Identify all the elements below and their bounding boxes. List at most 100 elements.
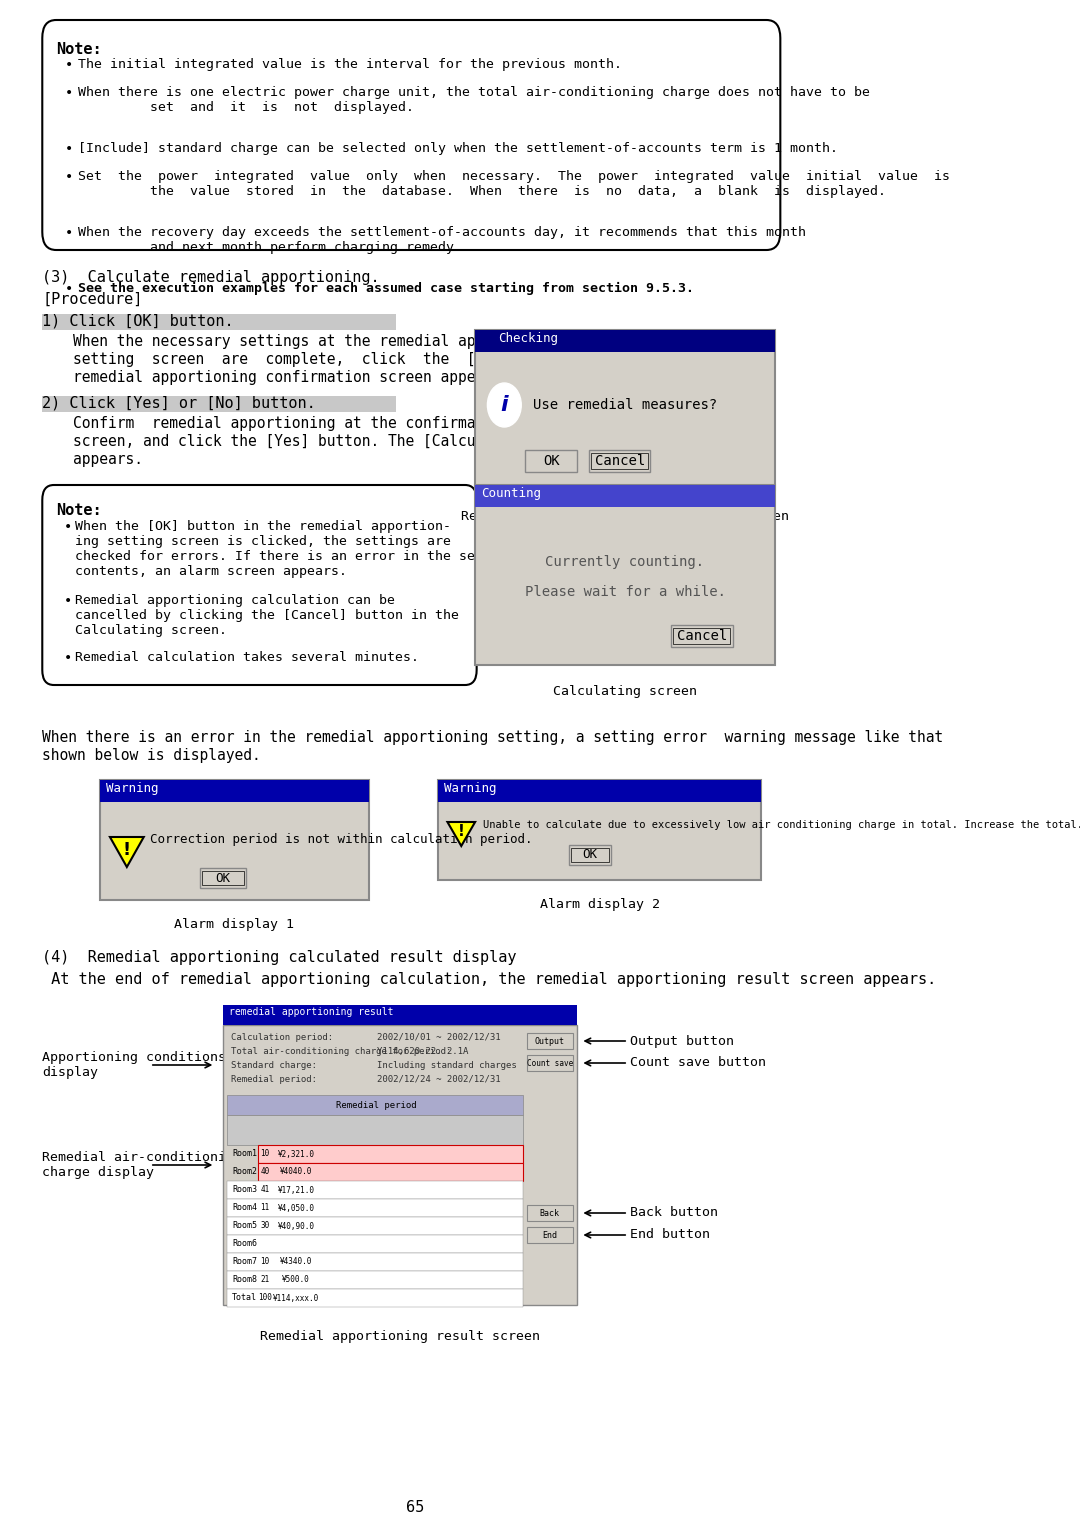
Text: Alarm display 2: Alarm display 2: [540, 898, 660, 910]
Bar: [525, 450, 578, 473]
Text: Remedial air-conditioning
charge display: Remedial air-conditioning charge display: [42, 1151, 242, 1179]
Text: 10: 10: [260, 1150, 270, 1159]
Text: OK: OK: [215, 871, 230, 884]
Text: Set  the  power  integrated  value  only  when  necessary.  The  power  integrat: Set the power integrated value only when…: [78, 169, 949, 198]
FancyBboxPatch shape: [42, 485, 476, 685]
Text: Warning: Warning: [106, 782, 159, 795]
Text: Unable to calculate due to excessively low air conditioning charge in total. Inc: Unable to calculate due to excessively l…: [483, 820, 1080, 830]
Text: Count save: Count save: [527, 1058, 572, 1068]
Bar: [100, 779, 369, 900]
Text: OK: OK: [543, 454, 559, 468]
Text: appears.: appears.: [73, 451, 143, 467]
Bar: [257, 1145, 523, 1164]
Text: 21: 21: [260, 1275, 270, 1284]
Bar: [200, 868, 246, 888]
Text: Back: Back: [540, 1208, 559, 1217]
Text: Remedial period:: Remedial period:: [231, 1075, 316, 1084]
Text: ¥4,050.0: ¥4,050.0: [278, 1203, 314, 1212]
Bar: [227, 1095, 523, 1115]
Bar: [227, 1270, 523, 1289]
Text: The initial integrated value is the interval for the previous month.: The initial integrated value is the inte…: [78, 58, 622, 72]
Text: Room3: Room3: [232, 1185, 257, 1194]
Bar: [527, 1032, 572, 1049]
Bar: [527, 1228, 572, 1243]
Text: Standard charge:: Standard charge:: [231, 1061, 316, 1071]
Text: Note:: Note:: [56, 503, 102, 518]
Bar: [42, 396, 396, 412]
Text: Apportioning conditions
display: Apportioning conditions display: [42, 1051, 227, 1080]
Text: Output button: Output button: [631, 1034, 734, 1048]
Text: Calculation period:: Calculation period:: [231, 1032, 333, 1042]
Text: (3)  Calculate remedial apportioning.: (3) Calculate remedial apportioning.: [42, 270, 380, 285]
Text: OK: OK: [582, 848, 597, 862]
Text: ¥17,21.0: ¥17,21.0: [278, 1185, 314, 1194]
Text: Currently counting.: Currently counting.: [545, 555, 704, 569]
Bar: [222, 1005, 577, 1025]
Text: (4)  Remedial apportioning calculated result display: (4) Remedial apportioning calculated res…: [42, 950, 517, 965]
Text: •: •: [64, 651, 72, 665]
Bar: [222, 1025, 577, 1305]
Bar: [674, 628, 730, 644]
Bar: [227, 1254, 523, 1270]
Text: Total air-conditioning charge for period:: Total air-conditioning charge for period…: [231, 1048, 451, 1055]
Text: Correction period is not within calculation period.: Correction period is not within calculat…: [150, 834, 532, 846]
Bar: [475, 329, 775, 352]
Bar: [227, 1180, 523, 1199]
Bar: [227, 1289, 523, 1307]
Text: shown below is displayed.: shown below is displayed.: [42, 747, 261, 762]
Text: 40: 40: [260, 1168, 270, 1176]
Text: Output: Output: [535, 1037, 565, 1046]
Text: Use remedial measures?: Use remedial measures?: [532, 398, 717, 412]
Text: Back button: Back button: [631, 1206, 718, 1220]
Text: 2002/10/01 ~ 2002/12/31: 2002/10/01 ~ 2002/12/31: [377, 1032, 500, 1042]
Text: When the [OK] button in the remedial apportion-
ing setting screen is clicked, t: When the [OK] button in the remedial app…: [75, 520, 483, 578]
Text: !: !: [123, 840, 131, 859]
Circle shape: [487, 383, 522, 427]
Text: Note:: Note:: [56, 43, 102, 56]
Text: When the necessary settings at the remedial appor- tioning: When the necessary settings at the remed…: [73, 334, 581, 349]
Text: See the execution examples for each assumed case starting from section 9.5.3.: See the execution examples for each assu…: [78, 282, 693, 294]
Text: 2) Click [Yes] or [No] button.: 2) Click [Yes] or [No] button.: [42, 396, 316, 412]
Text: Room6: Room6: [232, 1240, 257, 1249]
Text: Remedial apportioning calculation can be
cancelled by clicking the [Cancel] butt: Remedial apportioning calculation can be…: [75, 595, 459, 637]
Text: At the end of remedial apportioning calculation, the remedial apportioning resul: At the end of remedial apportioning calc…: [42, 971, 936, 987]
Bar: [475, 485, 775, 506]
Text: Count save button: Count save button: [631, 1057, 767, 1069]
Polygon shape: [110, 837, 144, 868]
Text: 10: 10: [260, 1258, 270, 1266]
Text: Remedial apportioning confirmation screen: Remedial apportioning confirmation scree…: [461, 509, 789, 523]
Bar: [589, 450, 650, 473]
Text: remedial apportioning confirmation screen appears.: remedial apportioning confirmation scree…: [73, 371, 511, 384]
Text: Counting: Counting: [482, 486, 541, 500]
Text: When the recovery day exceeds the settlement-of-accounts day, it recommends that: When the recovery day exceeds the settle…: [78, 226, 806, 255]
Text: Room1: Room1: [232, 1150, 257, 1159]
Text: Cancel: Cancel: [677, 628, 727, 644]
Text: ¥4040.0: ¥4040.0: [280, 1168, 312, 1176]
Text: Room4: Room4: [232, 1203, 257, 1212]
Bar: [202, 871, 244, 884]
Text: Confirm  remedial apportioning at the confirmation display: Confirm remedial apportioning at the con…: [73, 416, 581, 432]
Text: •: •: [66, 169, 73, 185]
Bar: [569, 845, 611, 865]
Text: ¥2,321.0: ¥2,321.0: [278, 1150, 314, 1159]
Bar: [42, 314, 396, 329]
Text: Y114,620.22. 2.1A: Y114,620.22. 2.1A: [377, 1048, 468, 1055]
Text: setting  screen  are  complete,  click  the  [OK]  button.  The: setting screen are complete, click the […: [73, 352, 624, 368]
Text: End button: End button: [631, 1229, 711, 1241]
Text: Room5: Room5: [232, 1222, 257, 1231]
Text: Remedial apportioning result screen: Remedial apportioning result screen: [260, 1330, 540, 1344]
Text: Total: Total: [232, 1293, 257, 1302]
Bar: [227, 1115, 523, 1145]
Bar: [671, 625, 732, 647]
Text: [Procedure]: [Procedure]: [42, 291, 143, 307]
Bar: [591, 453, 648, 470]
FancyBboxPatch shape: [42, 20, 781, 250]
Text: •: •: [66, 85, 73, 101]
Text: ¥114,xxx.0: ¥114,xxx.0: [273, 1293, 319, 1302]
Text: [Include] standard charge can be selected only when the settlement-of-accounts t: [Include] standard charge can be selecte…: [78, 142, 838, 156]
Bar: [527, 1205, 572, 1222]
Text: End: End: [542, 1231, 557, 1240]
Polygon shape: [447, 822, 475, 846]
Text: •: •: [64, 520, 72, 534]
Bar: [227, 1235, 523, 1254]
